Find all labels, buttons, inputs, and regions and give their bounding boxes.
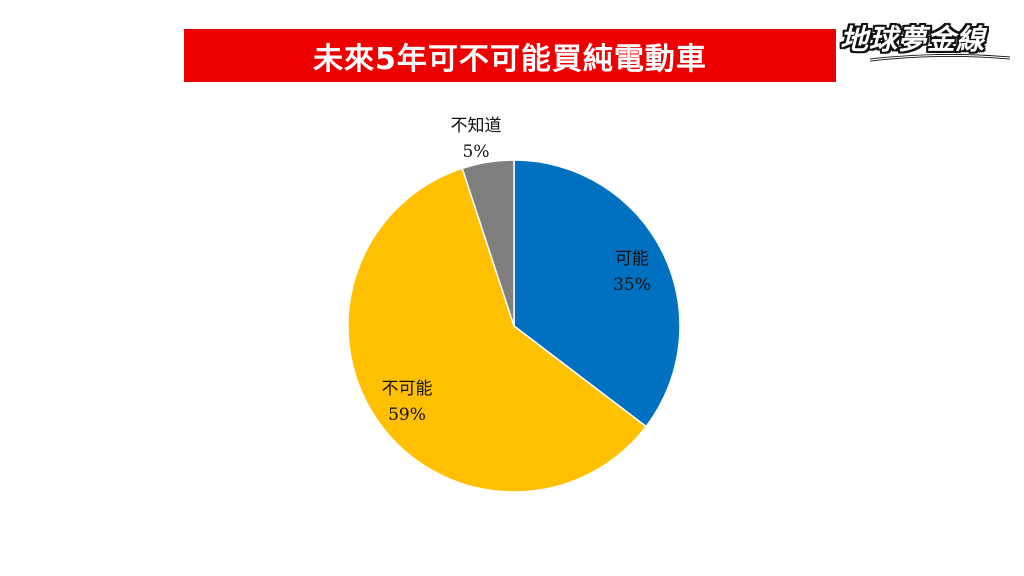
logo-text: 地球夢金線: [840, 23, 986, 56]
slice-value-label: 35%: [613, 275, 651, 295]
channel-logo: 地球夢金線: [840, 18, 1016, 62]
pie-slice-1: [347, 167, 648, 493]
slice-category-label: 不可能: [382, 379, 433, 399]
title-bar: 未來5年可不可能買純電動車: [184, 29, 836, 82]
slice-category-label: 不知道: [451, 116, 502, 136]
slice-category-label: 可能: [615, 249, 649, 269]
logo-swoosh-icon: [870, 54, 1010, 62]
chart-title: 未來5年可不可能買純電動車: [313, 41, 707, 77]
slice-value-label: 59%: [388, 405, 426, 425]
pie-slice-2: [461, 159, 515, 327]
slice-value-label: 5%: [463, 142, 490, 162]
pie-slice-0: [513, 159, 681, 428]
